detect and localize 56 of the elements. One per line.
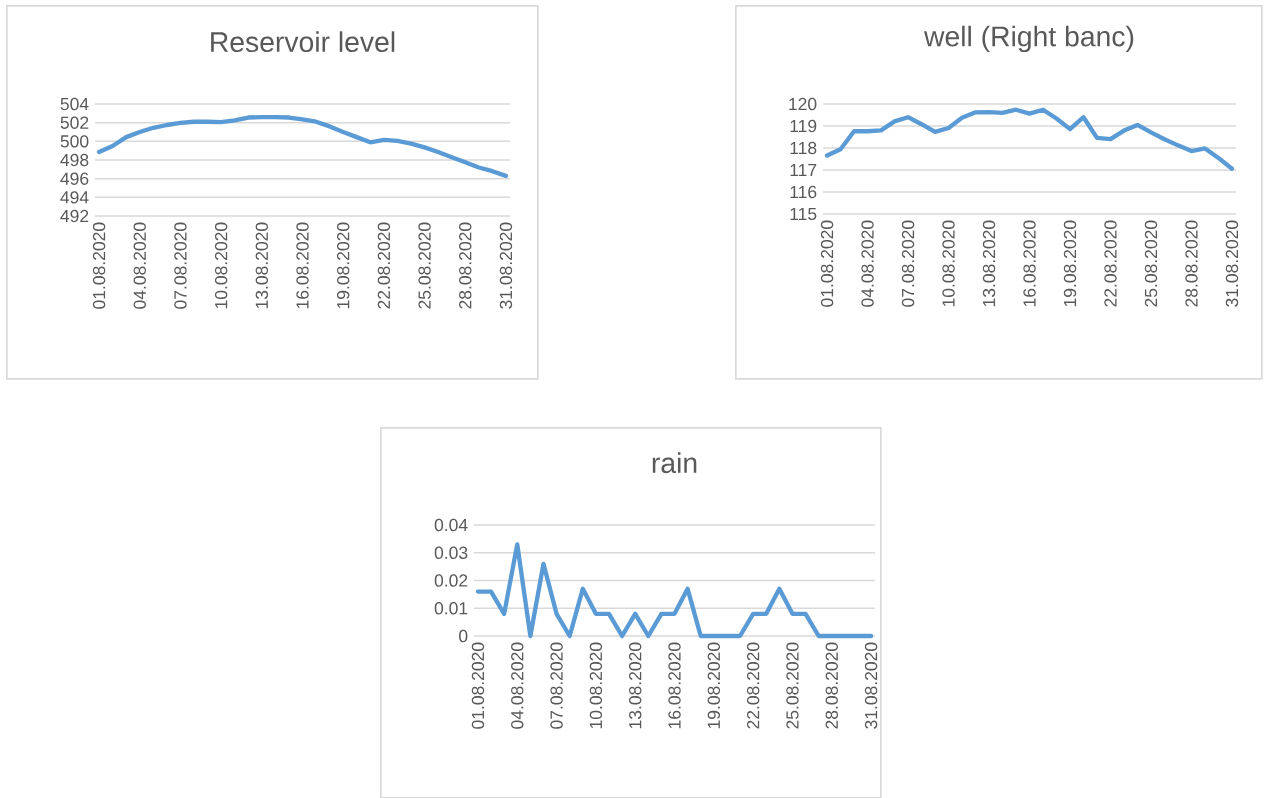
x-tick-label: 31.08.2020 [499, 222, 513, 309]
x-tick-label: 22.08.2020 [377, 222, 391, 309]
x-tick-label: 07.08.2020 [550, 642, 563, 729]
x-tick-label: 31.08.2020 [864, 642, 878, 729]
y-tick-label: 494 [60, 191, 89, 204]
x-tick-label: 19.08.2020 [337, 222, 350, 309]
x-tick-label: 01.08.2020 [92, 222, 106, 309]
x-tick-label: 07.08.2020 [174, 222, 187, 309]
x-tick-label: 04.08.2020 [133, 222, 146, 309]
line-series [824, 107, 1235, 171]
x-tick-label: 19.08.2020 [1063, 220, 1077, 307]
x-tick-label: 13.08.2020 [982, 220, 996, 307]
x-tick-label: 22.08.2020 [1104, 220, 1117, 307]
y-tick-label: 0.01 [434, 602, 468, 615]
y-tick-label: 117 [790, 164, 817, 177]
x-tick-label: 22.08.2020 [746, 642, 760, 729]
y-tick-label: 118 [790, 141, 817, 155]
x-tick-label: 10.08.2020 [589, 642, 603, 729]
x-tick-label: 07.08.2020 [901, 220, 915, 307]
x-tick-label: 31.08.2020 [1225, 220, 1239, 307]
y-tick-label: 496 [60, 172, 89, 185]
y-tick-label: 119 [790, 119, 817, 133]
x-tick-label: 28.08.2020 [825, 642, 838, 729]
x-tick-label: 25.08.2020 [1144, 220, 1158, 307]
chart-title: Reservoir level [211, 31, 395, 53]
line-series [96, 114, 509, 179]
y-tick-label: 120 [789, 97, 817, 111]
x-tick-label: 25.08.2020 [786, 642, 799, 729]
x-tick-label: 13.08.2020 [629, 642, 642, 729]
y-tick-label: 115 [790, 207, 817, 221]
y-tick-label: 502 [60, 116, 89, 129]
x-tick-label: 19.08.2020 [707, 642, 721, 729]
x-tick-label: 28.08.2020 [459, 222, 472, 309]
x-tick-label: 04.08.2020 [861, 220, 874, 307]
chart-title: rain [652, 452, 697, 474]
x-tick-label: 16.08.2020 [668, 642, 681, 729]
x-tick-label: 28.08.2020 [1185, 220, 1198, 307]
x-tick-label: 16.08.2020 [296, 222, 309, 309]
x-tick-label: 16.08.2020 [1023, 220, 1036, 307]
x-tick-label: 04.08.2020 [511, 642, 524, 729]
y-tick-label: 492 [60, 209, 89, 223]
y-tick-label: 498 [60, 153, 89, 167]
x-tick-label: 10.08.2020 [214, 222, 228, 309]
y-tick-label: 504 [60, 97, 89, 111]
y-tick-label: 500 [60, 135, 89, 148]
x-tick-label: 10.08.2020 [942, 220, 955, 307]
x-tick-label: 01.08.2020 [471, 642, 485, 729]
y-tick-label: 0.03 [434, 546, 468, 559]
chart-title: well (Right banc) [923, 25, 1134, 53]
y-tick-label: 0.04 [434, 518, 468, 532]
x-tick-label: 25.08.2020 [418, 222, 431, 309]
y-tick-label: 0.02 [434, 574, 468, 587]
y-tick-label: 116 [790, 185, 817, 199]
x-tick-label: 13.08.2020 [255, 222, 269, 309]
y-tick-label: 0 [459, 629, 468, 643]
x-tick-label: 01.08.2020 [820, 220, 834, 307]
